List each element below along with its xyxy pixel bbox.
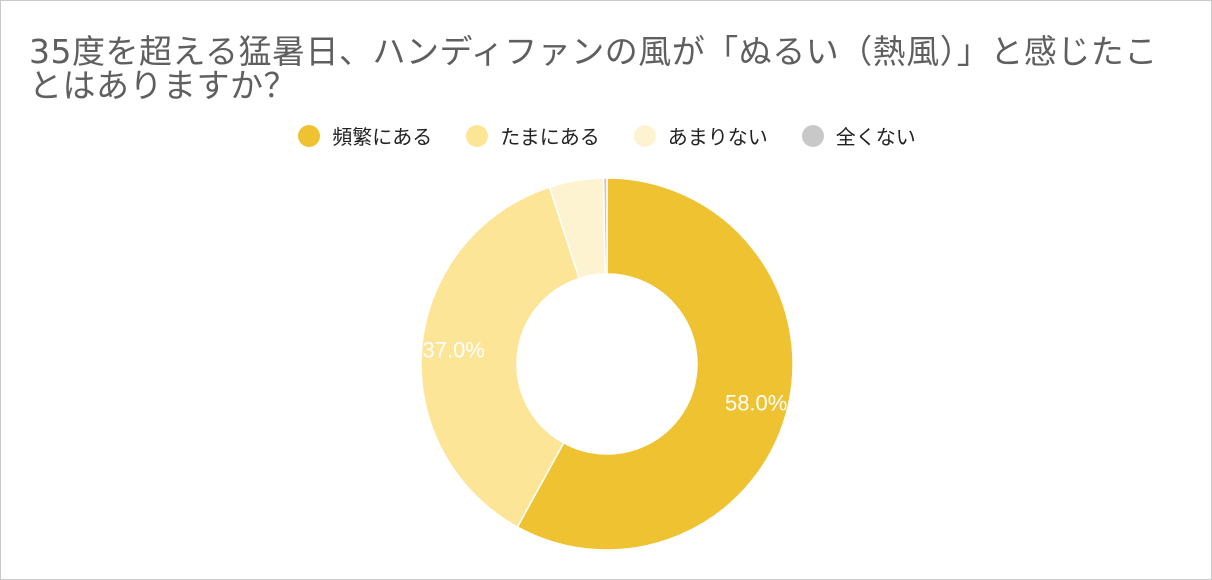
slice-data-label: 37.0% bbox=[422, 338, 484, 363]
legend-label: あまりない bbox=[667, 125, 768, 149]
legend-item[interactable]: 頻繁にある bbox=[298, 121, 432, 150]
legend-label: 全くない bbox=[835, 125, 916, 149]
donut-slice[interactable] bbox=[516, 177, 794, 551]
legend-label: たまにある bbox=[500, 125, 600, 149]
legend-swatch bbox=[633, 124, 656, 147]
chart-legend: 頻繁にある たまにある あまりない 全くない bbox=[1, 121, 1212, 150]
legend-swatch bbox=[801, 124, 824, 147]
slice-data-label: 58.0% bbox=[725, 390, 787, 415]
legend-item[interactable]: たまにある bbox=[466, 121, 600, 150]
donut-slice[interactable] bbox=[602, 177, 608, 275]
legend-swatch bbox=[298, 124, 321, 147]
legend-item[interactable]: 全くない bbox=[801, 121, 916, 150]
chart-title: 35度を超える猛暑日、ハンディファンの風が「ぬるい（熱風）」と感じたことはありま… bbox=[29, 32, 1158, 105]
legend-item[interactable]: あまりない bbox=[633, 121, 768, 150]
donut-slice[interactable] bbox=[420, 186, 581, 529]
legend-label: 頻繁にある bbox=[332, 125, 433, 149]
legend-swatch bbox=[466, 124, 489, 147]
